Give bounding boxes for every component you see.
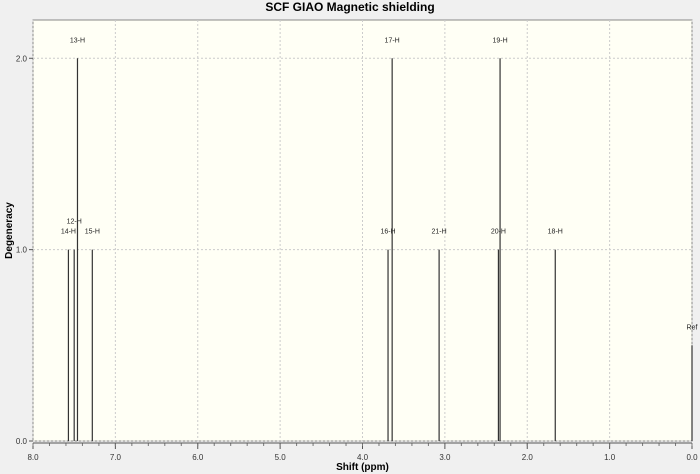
x-tick-label: 7.0 <box>110 453 122 462</box>
x-tick-label: 4.0 <box>357 453 369 462</box>
y-tick-label: 2.0 <box>16 54 28 63</box>
x-axis-label: Shift (ppm) <box>336 462 389 473</box>
x-tick-label: 6.0 <box>192 453 204 462</box>
peak-label: 17-H <box>385 37 400 44</box>
peak-label: 16-H <box>380 229 395 236</box>
y-tick-label: 1.0 <box>16 246 28 255</box>
peak-label: Ref <box>687 324 698 331</box>
peak-label: 13-H <box>70 37 85 44</box>
x-tick-label: 5.0 <box>275 453 287 462</box>
y-tick-label: 0.0 <box>16 437 28 446</box>
peak-label: 14-H <box>61 229 76 236</box>
x-tick-label: 1.0 <box>604 453 616 462</box>
x-tick-label: 3.0 <box>439 453 451 462</box>
peak-label: 19-H <box>492 37 507 44</box>
peak-label: 12-H <box>67 219 82 226</box>
peak-label: 21-H <box>432 229 447 236</box>
x-tick-label: 8.0 <box>27 453 39 462</box>
peak-label: 15-H <box>85 229 100 236</box>
chart-title: SCF GIAO Magnetic shielding <box>265 0 435 14</box>
peak-label: 18-H <box>548 229 563 236</box>
peak-label: 20-H <box>491 229 506 236</box>
y-axis-label: Degeneracy <box>4 202 15 259</box>
x-tick-label: 0.0 <box>686 453 698 462</box>
plot-area <box>32 19 693 442</box>
x-tick-label: 2.0 <box>522 453 534 462</box>
